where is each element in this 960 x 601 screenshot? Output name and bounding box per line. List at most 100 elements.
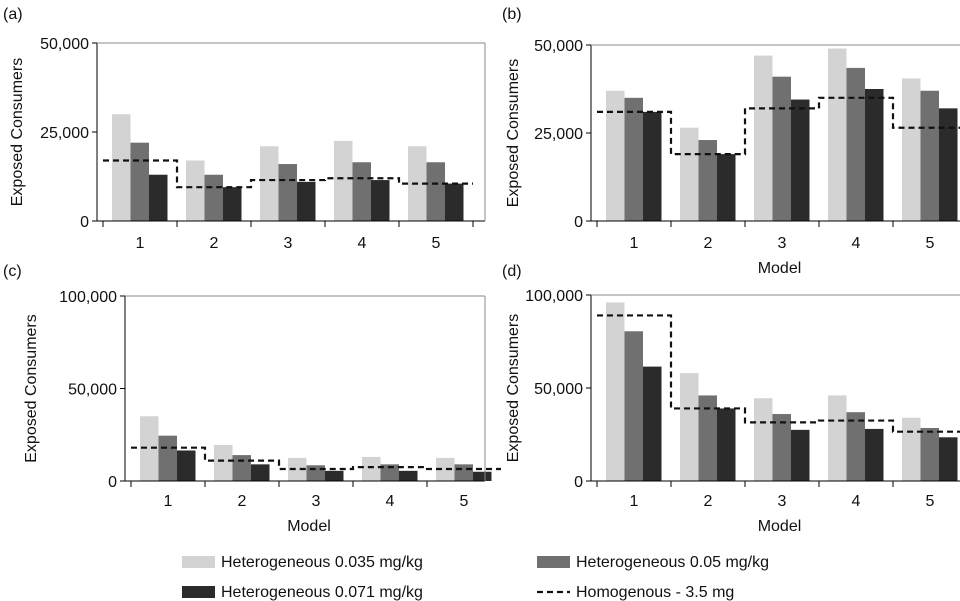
homogenous-step-line: [131, 446, 501, 471]
bar-3-model-2: [717, 408, 736, 481]
bar-2-model-5: [920, 427, 939, 481]
bar-2-model-1: [624, 97, 643, 221]
x-tick-label: 1: [136, 235, 145, 252]
panel-1: (a) 0 25,000 50,000 1 2 3 4 5 Exposed Consumers: [3, 6, 486, 252]
bar-3-model-3: [297, 181, 316, 221]
y-tick-label: 25,000: [40, 125, 89, 142]
bar-3-model-2: [717, 154, 736, 221]
x-tick-label: 1: [630, 235, 639, 252]
y-tick-label: 100,000: [59, 289, 117, 306]
bar-2-model-2: [204, 174, 223, 221]
y-axis-title: Exposed Consumers: [9, 58, 26, 207]
panel-4: (d) 0 50,000 100,000 1 2 3 4 5 Exposed Consumers M…: [502, 263, 960, 535]
bar-1-model-2: [214, 444, 233, 481]
x-tick-label: 3: [778, 235, 787, 252]
x-axis-title: Model: [758, 260, 802, 277]
legend-label-homogenous: Homogenous - 3.5 mg: [576, 584, 734, 601]
y-tick-label: 50,000: [534, 38, 583, 55]
panel-label: (a): [3, 6, 23, 23]
x-tick-label: 4: [358, 235, 367, 252]
bar-3-model-5: [473, 471, 492, 481]
x-tick-label: 3: [284, 235, 293, 252]
x-tick-label: 4: [852, 493, 861, 510]
homogenous-step-line: [597, 96, 960, 156]
x-tick-label: 5: [926, 493, 935, 510]
y-axis-title: Exposed Consumers: [23, 314, 40, 463]
x-tick-label: 2: [704, 493, 713, 510]
x-tick-label: 4: [386, 493, 395, 510]
y-tick-label: 50,000: [534, 381, 583, 398]
x-tick-label: 5: [460, 493, 469, 510]
x-tick-label: 5: [432, 235, 441, 252]
bar-2-model-3: [772, 76, 791, 222]
bar-3-model-1: [643, 366, 662, 481]
bar-2-model-1: [130, 142, 149, 221]
y-tick-label: 50,000: [68, 382, 117, 399]
bar-2-model-3: [278, 164, 297, 221]
bar-3-model-3: [791, 99, 810, 221]
bar-2-model-5: [426, 162, 445, 221]
legend-swatch-s071: [182, 586, 215, 598]
x-tick-label: 2: [704, 235, 713, 252]
legend-label-s035: Heterogeneous 0.035 mg/kg: [221, 554, 423, 571]
bar-1-model-2: [680, 373, 699, 481]
y-tick-label: 25,000: [534, 126, 583, 143]
bar-3-model-5: [939, 437, 958, 481]
x-tick-label: 3: [312, 493, 321, 510]
bar-3-model-4: [865, 89, 884, 221]
y-axis-title: Exposed Consumers: [505, 314, 522, 463]
bar-1-model-1: [606, 302, 625, 481]
y-tick-label: 0: [108, 474, 117, 491]
bar-3-model-5: [445, 183, 464, 221]
bar-3-model-2: [251, 464, 270, 481]
x-tick-label: 1: [630, 493, 639, 510]
y-tick-label: 50,000: [40, 36, 89, 53]
bar-1-model-5: [902, 78, 921, 221]
y-tick-label: 0: [574, 474, 583, 491]
bar-2-model-2: [698, 395, 717, 481]
bar-1-model-3: [754, 398, 773, 481]
legend-label-s050: Heterogeneous 0.05 mg/kg: [576, 554, 769, 571]
bar-1-model-1: [140, 416, 159, 481]
bar-2-model-2: [232, 455, 251, 481]
bar-2-model-4: [352, 162, 371, 221]
bar-3-model-4: [371, 180, 390, 221]
x-tick-label: 4: [852, 235, 861, 252]
bar-1-model-2: [680, 127, 699, 221]
panel-2: (b) 0 25,000 50,000 1 2 3 4 5 Exposed Consumers Mo…: [502, 6, 960, 277]
y-tick-label: 100,000: [525, 288, 583, 305]
bar-2-model-4: [846, 67, 865, 221]
bar-1-model-3: [754, 55, 773, 222]
bar-3-model-4: [399, 470, 418, 481]
bar-2-model-3: [306, 465, 325, 481]
legend-label-s071: Heterogeneous 0.071 mg/kg: [221, 584, 423, 601]
y-tick-label: 0: [574, 214, 583, 231]
panel-label: (c): [3, 263, 22, 280]
bar-1-model-4: [828, 395, 847, 481]
x-axis-title: Model: [287, 518, 331, 535]
legend: Heterogeneous 0.035 mg/kg Heterogeneous …: [182, 554, 769, 601]
bar-3-model-1: [177, 450, 196, 481]
x-tick-label: 5: [926, 235, 935, 252]
homogenous-step-line: [103, 159, 473, 189]
bar-3-model-5: [939, 108, 958, 221]
bar-1-model-3: [260, 146, 279, 221]
legend-swatch-s050: [537, 556, 570, 568]
bar-2-model-4: [846, 412, 865, 481]
x-tick-label: 2: [210, 235, 219, 252]
bar-3-model-2: [223, 187, 242, 221]
bar-2-model-5: [454, 464, 473, 481]
bar-1-model-2: [186, 160, 205, 221]
bar-1-model-4: [828, 48, 847, 221]
bar-3-model-1: [643, 111, 662, 221]
bar-1-model-5: [902, 417, 921, 481]
bar-2-model-5: [920, 90, 939, 221]
bar-3-model-1: [149, 174, 168, 221]
bar-3-model-4: [865, 428, 884, 481]
legend-swatch-s035: [182, 556, 215, 568]
bar-2-model-1: [624, 331, 643, 481]
homogenous-step-line: [597, 314, 960, 433]
bar-1-model-5: [436, 457, 455, 481]
y-tick-label: 0: [80, 214, 89, 231]
